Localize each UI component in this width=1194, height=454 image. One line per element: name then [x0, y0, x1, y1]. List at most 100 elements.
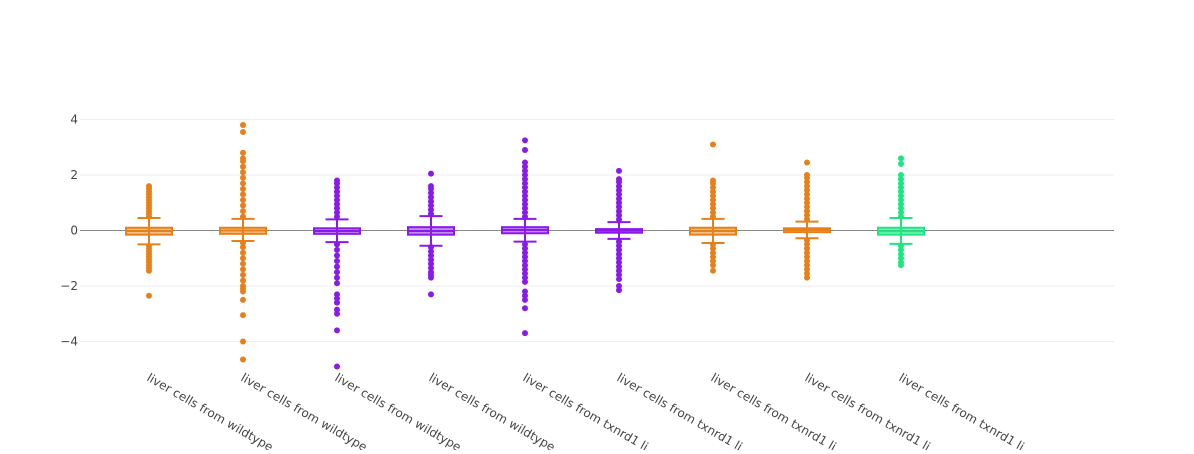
outlier-point	[334, 252, 340, 259]
outlier-point	[334, 188, 340, 195]
outlier-point	[898, 201, 904, 208]
outlier-point	[616, 176, 622, 183]
outlier-point	[522, 249, 528, 256]
outlier-point	[522, 274, 528, 281]
outlier-point	[240, 196, 246, 203]
outlier-point	[334, 274, 340, 281]
outlier-point	[428, 256, 434, 263]
outlier-point	[522, 176, 528, 183]
outlier-point	[522, 163, 528, 170]
outlier-point	[804, 212, 810, 219]
outlier-point	[334, 280, 340, 287]
outlier-point	[898, 184, 904, 191]
outlier-point	[428, 206, 434, 213]
outlier-point	[616, 238, 622, 245]
outlier-point	[428, 244, 434, 251]
outlier-point	[522, 147, 528, 154]
outlier-point	[898, 205, 904, 212]
outlier-point	[240, 185, 246, 192]
outlier-point	[522, 258, 528, 265]
outlier-point	[334, 269, 340, 276]
outlier-point	[522, 245, 528, 252]
outlier-point	[804, 191, 810, 198]
outlier-point	[522, 262, 528, 269]
outlier-point	[804, 172, 810, 178]
outlier-point	[240, 208, 246, 215]
outlier-point	[898, 192, 904, 199]
outlier-point	[616, 183, 622, 190]
outlier-point	[522, 184, 528, 191]
outlier-point	[240, 312, 246, 319]
outlier-point	[710, 258, 716, 265]
outlier-point	[616, 242, 622, 249]
outlier-point	[804, 253, 810, 260]
outlier-point	[710, 184, 716, 191]
outlier-point	[522, 137, 528, 144]
outlier-point	[522, 172, 528, 178]
outlier-point	[522, 159, 528, 166]
y-tick-label: 2	[70, 168, 78, 182]
outlier-point	[334, 201, 340, 208]
outlier-point	[240, 266, 246, 273]
outlier-point	[710, 245, 716, 252]
outlier-point	[804, 270, 810, 277]
outlier-point	[616, 259, 622, 266]
outlier-point	[898, 155, 904, 162]
outlier-point	[710, 262, 716, 269]
outlier-point	[710, 209, 716, 216]
outlier-point	[616, 251, 622, 258]
outlier-point	[522, 253, 528, 260]
outlier-point	[616, 212, 622, 219]
outlier-point	[240, 202, 246, 209]
outlier-point	[240, 244, 246, 251]
outlier-point	[616, 191, 622, 198]
outlier-point	[804, 262, 810, 269]
outlier-point	[522, 270, 528, 277]
outlier-point	[616, 167, 622, 174]
outlier-point	[240, 180, 246, 187]
outlier-point	[334, 263, 340, 270]
outlier-point	[710, 249, 716, 256]
outlier-point	[898, 255, 904, 262]
outlier-point	[334, 295, 340, 302]
outlier-point	[334, 213, 340, 220]
outlier-point	[428, 248, 434, 255]
outlier-point	[522, 288, 528, 295]
outlier-point	[240, 213, 246, 220]
outlier-point	[428, 260, 434, 267]
outlier-point	[240, 338, 246, 345]
outlier-point	[522, 213, 528, 220]
outlier-point	[710, 201, 716, 208]
outlier-point	[522, 192, 528, 199]
outlier-point	[146, 267, 152, 274]
outlier-point	[804, 274, 810, 281]
outlier-point	[898, 196, 904, 203]
outlier-point	[240, 271, 246, 278]
outlier-point	[240, 169, 246, 176]
outlier-point	[428, 264, 434, 271]
y-tick-label: −2	[60, 279, 78, 293]
outlier-point	[240, 356, 246, 363]
outlier-point	[522, 278, 528, 285]
outlier-point	[334, 299, 340, 306]
outlier-point	[710, 141, 716, 148]
outlier-point	[710, 196, 716, 203]
outlier-point	[240, 174, 246, 181]
outlier-point	[616, 276, 622, 283]
outlier-point	[616, 267, 622, 274]
outlier-point	[334, 205, 340, 212]
outlier-point	[616, 271, 622, 278]
outlier-point	[710, 188, 716, 195]
outlier-point	[334, 209, 340, 216]
outlier-point	[898, 160, 904, 167]
outlier-point	[710, 205, 716, 212]
outlier-point	[334, 246, 340, 253]
outlier-point	[522, 196, 528, 203]
outlier-point	[804, 178, 810, 185]
outlier-point	[522, 305, 528, 312]
outlier-point	[898, 213, 904, 220]
outlier-point	[898, 176, 904, 183]
outlier-point	[334, 291, 340, 298]
outlier-point	[334, 327, 340, 334]
outlier-point	[522, 330, 528, 337]
